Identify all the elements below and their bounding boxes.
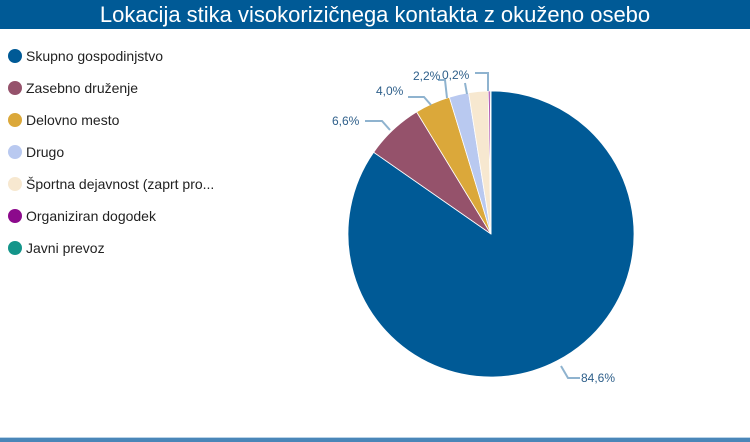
legend-label: Zasebno druženje	[26, 80, 139, 96]
legend-swatch-icon	[8, 49, 22, 63]
pie-slice[interactable]	[347, 90, 635, 378]
legend-swatch-icon	[8, 81, 22, 95]
legend-swatch-icon	[8, 113, 22, 127]
legend-label: Delovno mesto	[26, 112, 120, 128]
data-label-drugo: 2,2%	[413, 69, 441, 83]
legend-item-zasebno-druzenje[interactable]: Zasebno druženje	[8, 72, 214, 104]
legend-label: Skupno gospodinjstvo	[26, 48, 163, 64]
legend-label: Javni prevoz	[26, 240, 105, 256]
legend-label: Športna dejavnost (zaprt pro...	[26, 176, 215, 192]
legend-item-organiziran-dogodek[interactable]: Organiziran dogodek	[8, 200, 214, 232]
pie-slice[interactable]	[489, 90, 492, 235]
data-label-skupno: 84,6%	[581, 371, 615, 385]
legend-label: Organiziran dogodek	[26, 208, 156, 224]
legend-swatch-icon	[8, 145, 22, 159]
legend-item-skupno-gospodinjstvo[interactable]: Skupno gospodinjstvo	[8, 40, 214, 72]
legend-label: Drugo	[26, 144, 65, 160]
legend-item-delovno-mesto[interactable]: Delovno mesto	[8, 104, 214, 136]
legend-swatch-icon	[8, 209, 22, 223]
legend-item-sportna-dejavnost[interactable]: Športna dejavnost (zaprt pro...	[8, 168, 214, 200]
chart-title: Lokacija stika visokorizičnega kontakta …	[0, 0, 750, 29]
data-label-sportna: 0,2%	[442, 68, 470, 82]
pie-slices	[347, 90, 635, 378]
legend-item-drugo[interactable]: Drugo	[8, 136, 214, 168]
data-label-delovno: 4,0%	[376, 84, 404, 98]
data-label-zasebno: 6,6%	[332, 114, 360, 128]
legend-swatch-icon	[8, 177, 22, 191]
leader-lines	[365, 72, 580, 379]
legend-swatch-icon	[8, 241, 22, 255]
legend: Skupno gospodinjstvo Zasebno druženje De…	[8, 40, 214, 264]
bottom-border	[0, 437, 750, 442]
legend-item-javni-prevoz[interactable]: Javni prevoz	[8, 232, 214, 264]
